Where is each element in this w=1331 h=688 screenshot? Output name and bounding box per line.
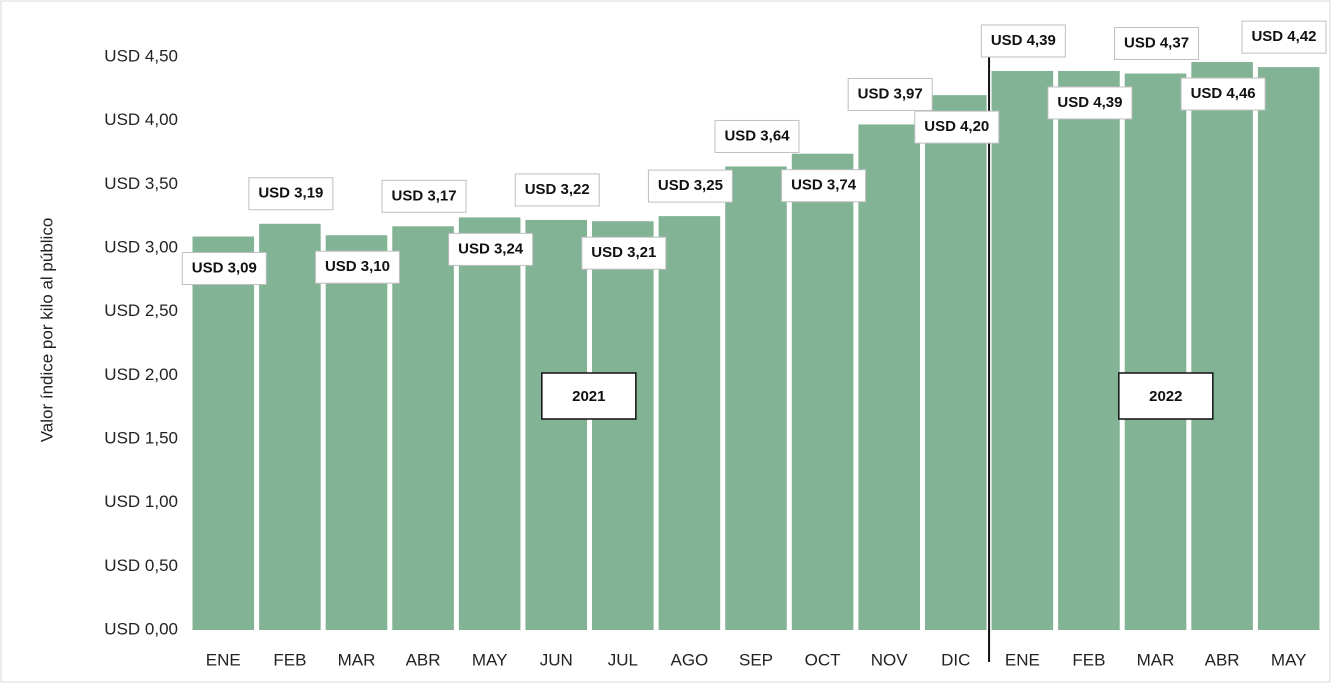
- value-label-box: [314, 250, 400, 284]
- y-tick-label: USD 4,00: [104, 110, 178, 129]
- bar: [791, 153, 854, 630]
- value-label-box: [914, 110, 1000, 144]
- value-label: USD 3,74: [791, 177, 857, 194]
- bar: [259, 223, 321, 631]
- y-tick-label: USD 0,50: [104, 556, 178, 575]
- value-label: USD 3,64: [724, 127, 790, 144]
- y-tick-label: USD 3,50: [104, 174, 178, 193]
- bar: [1191, 62, 1253, 630]
- bar: [325, 235, 388, 630]
- value-label-box: [1180, 77, 1266, 111]
- value-label-box: [581, 236, 667, 270]
- x-tick-label: OCT: [805, 650, 841, 669]
- x-tick-label: ABR: [1205, 650, 1240, 669]
- x-tick-label: FEB: [1072, 650, 1105, 669]
- x-tick-label: JUL: [608, 650, 638, 669]
- x-tick-label: ENE: [206, 650, 241, 669]
- y-tick-label: USD 3,00: [104, 237, 178, 256]
- value-label: USD 3,09: [192, 259, 257, 276]
- bar: [592, 221, 654, 631]
- annotation-box: [541, 372, 637, 420]
- value-label: USD 4,46: [1191, 85, 1256, 102]
- y-tick-label: USD 2,00: [104, 365, 178, 384]
- value-label-box: [1241, 20, 1327, 54]
- bar: [1124, 73, 1187, 630]
- bar: [858, 124, 920, 631]
- x-tick-label: MAY: [1271, 650, 1307, 669]
- value-label-box: [448, 232, 534, 266]
- bar: [392, 226, 454, 630]
- x-tick-label: NOV: [871, 650, 909, 669]
- bar: [658, 216, 721, 631]
- value-label: USD 3,22: [525, 181, 590, 198]
- bar: [991, 70, 1054, 630]
- value-label: USD 4,39: [991, 32, 1056, 49]
- x-tick-label: MAR: [1137, 650, 1175, 669]
- x-tick-label: MAY: [472, 650, 508, 669]
- value-label: USD 3,24: [458, 240, 524, 257]
- value-label: USD 3,17: [392, 187, 457, 204]
- bar: [924, 95, 987, 630]
- value-label-box: [980, 24, 1066, 58]
- value-label-box: [714, 119, 800, 153]
- x-tick-label: DIC: [941, 650, 970, 669]
- value-label: USD 4,20: [924, 118, 989, 135]
- y-tick-label: USD 0,00: [104, 619, 178, 638]
- y-tick-label: USD 1,50: [104, 428, 178, 447]
- bar: [1257, 67, 1320, 631]
- x-tick-label: ENE: [1005, 650, 1040, 669]
- value-label-box: [381, 179, 467, 213]
- y-tick-label: USD 1,00: [104, 492, 178, 511]
- value-label: USD 3,19: [258, 185, 323, 202]
- bar: [192, 236, 255, 630]
- y-axis-title: Valor índice por kilo al público: [37, 218, 56, 443]
- value-label-box: [647, 169, 733, 203]
- value-label-box: [248, 177, 334, 211]
- bar: [1058, 70, 1120, 630]
- y-tick-label: USD 2,50: [104, 301, 178, 320]
- annotation-box: [1118, 372, 1214, 420]
- value-label: USD 4,39: [1057, 94, 1122, 111]
- annotation: 2022: [1149, 388, 1182, 405]
- bar: [725, 166, 787, 630]
- value-label-box: [1114, 26, 1200, 60]
- x-tick-label: MAR: [338, 650, 376, 669]
- value-label-box: [1047, 86, 1133, 120]
- value-label-box: [181, 251, 267, 285]
- x-tick-label: FEB: [273, 650, 306, 669]
- x-tick-label: ABR: [406, 650, 441, 669]
- x-tick-label: SEP: [739, 650, 773, 669]
- value-label-box: [781, 169, 867, 203]
- value-label: USD 3,21: [591, 244, 656, 261]
- value-label: USD 4,37: [1124, 34, 1189, 51]
- value-label: USD 3,25: [658, 177, 723, 194]
- y-tick-label: USD 4,50: [104, 46, 178, 65]
- value-label: USD 3,97: [858, 85, 923, 102]
- value-label: USD 3,10: [325, 258, 390, 275]
- value-label-box: [847, 77, 933, 111]
- value-label: USD 4,42: [1251, 28, 1316, 45]
- annotation: 2021: [572, 388, 605, 405]
- bar: [525, 219, 588, 630]
- x-tick-label: AGO: [671, 650, 709, 669]
- bar: [458, 217, 521, 630]
- x-tick-label: JUN: [540, 650, 573, 669]
- value-label-box: [514, 173, 600, 207]
